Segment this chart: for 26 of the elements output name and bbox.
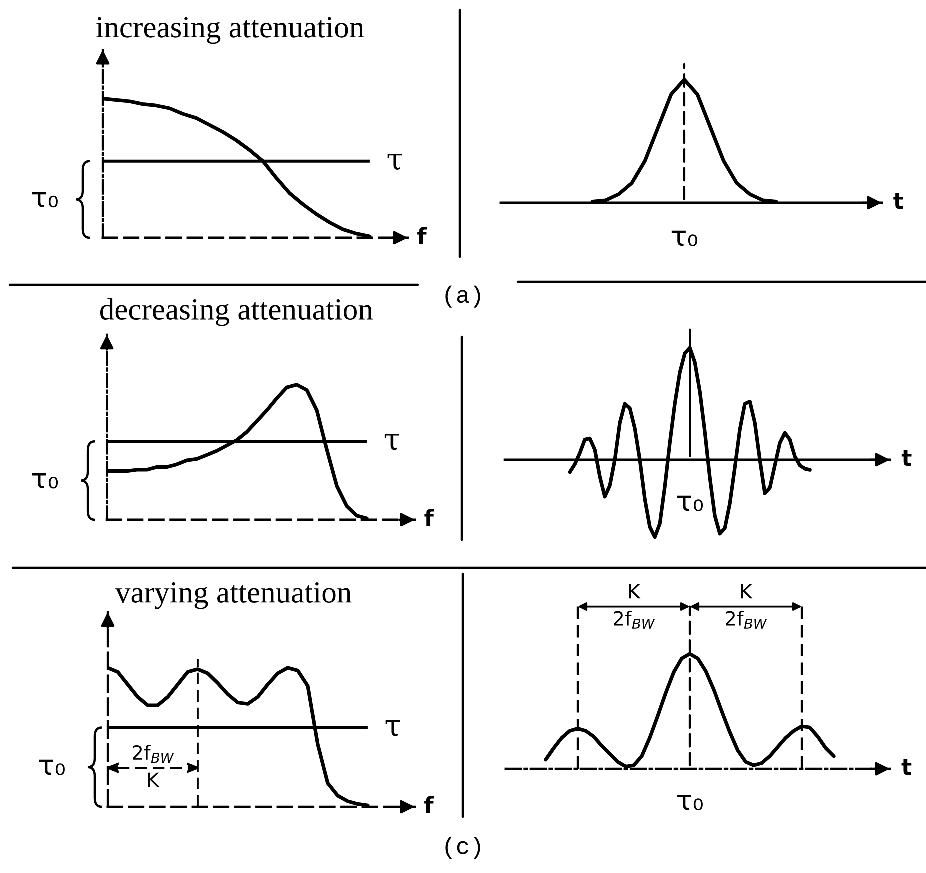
text: K — [630, 584, 641, 599]
x-axis-title: t — [894, 194, 904, 210]
text: τ₀ — [32, 192, 58, 208]
text: τ₀ — [39, 760, 65, 776]
text: (c) — [446, 837, 480, 860]
x-axis-title: f — [424, 796, 434, 814]
x-axis-title: t — [902, 450, 912, 466]
text: (a) — [446, 286, 480, 308]
text: 2f$_{BW}$ — [726, 610, 768, 629]
chart-title: decreasing attenuation — [100, 298, 373, 326]
ref-line-label: τ — [388, 154, 402, 170]
x-axis-title: t — [902, 760, 912, 776]
text: τ₀ — [672, 230, 698, 246]
ref-line-label: τ — [384, 434, 400, 450]
annotation: 2f$_{BW}$ — [133, 745, 174, 764]
chart-title: varying attenuation — [115, 582, 352, 610]
text: K — [742, 584, 753, 599]
annotation: τ₀ — [677, 496, 704, 512]
x-axis-title: f — [424, 509, 434, 526]
x-axis-title: f — [418, 227, 428, 244]
text: τ₀ — [677, 794, 703, 810]
ref-line-label: τ — [386, 720, 400, 736]
chart-title: increasing attenuation — [96, 17, 364, 44]
text: τ₀ — [32, 473, 58, 489]
annotation: K — [148, 772, 160, 788]
text: 2f$_{BW}$ — [614, 610, 656, 629]
